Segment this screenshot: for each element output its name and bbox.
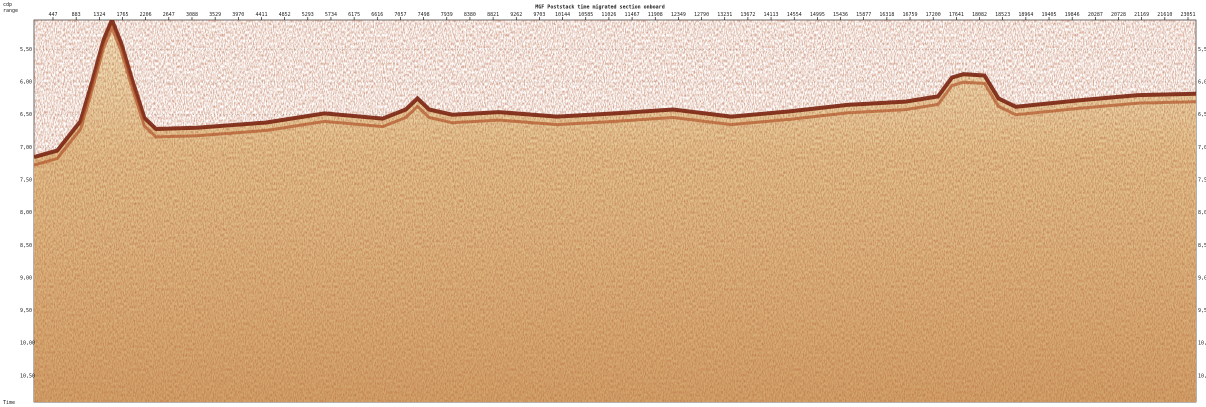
y-tick-label: 9,00: [20, 275, 32, 281]
x-tick-label: 4852: [279, 12, 291, 18]
x-tick-label: 5293: [302, 12, 314, 18]
x-tick-label: 3970: [232, 12, 244, 18]
x-tick-label: 12349: [671, 12, 686, 18]
x-tick-label: 16759: [903, 12, 918, 18]
x-tick-label: 17200: [926, 12, 941, 18]
y-tick-label: 8,00: [1198, 210, 1206, 216]
y-tick-label: 7,50: [1198, 177, 1206, 183]
x-tick-label: 1324: [93, 12, 105, 18]
corner-label-bottom: range: [3, 8, 18, 14]
x-tick-label: 10585: [578, 12, 593, 18]
x-tick-label: 8380: [464, 12, 476, 18]
y-tick-label: 7,00: [1198, 145, 1206, 151]
x-tick-label: 3529: [209, 12, 221, 18]
y-tick-label: 9,00: [1198, 275, 1206, 281]
y-tick-label: 9,50: [1198, 308, 1206, 314]
x-tick-label: 21610: [1157, 12, 1172, 18]
x-tick-label: 11467: [625, 12, 640, 18]
x-tick-label: 11908: [648, 12, 663, 18]
x-tick-label: 23051: [1180, 12, 1195, 18]
seafloor-reflector: [34, 20, 1196, 160]
y-tick-label: 10,00: [20, 341, 35, 347]
x-tick-label: 1765: [116, 12, 128, 18]
y-tick-label: 5,50: [20, 47, 32, 53]
x-tick-label: 6175: [348, 12, 360, 18]
y-tick-label: 7,00: [20, 145, 32, 151]
y-tick-label: 8,00: [20, 210, 32, 216]
y-tick-label: 5,50: [1198, 47, 1206, 53]
x-tick-label: 883: [72, 12, 81, 18]
x-tick-label: 16318: [879, 12, 894, 18]
y-tick-label: 6,00: [20, 80, 32, 86]
x-tick-label: 7057: [394, 12, 406, 18]
x-tick-label: 7939: [441, 12, 453, 18]
y-tick-label: 6,00: [1198, 80, 1206, 86]
x-tick-label: 19405: [1041, 12, 1056, 18]
x-tick-label: 20728: [1111, 12, 1126, 18]
y-tick-label: 10,50: [1198, 373, 1206, 379]
x-tick-label: 18964: [1018, 12, 1033, 18]
x-tick-label: 15877: [856, 12, 871, 18]
y-tick-label: 9,50: [20, 308, 32, 314]
x-tick-label: 20287: [1088, 12, 1103, 18]
seafloor-reflector-secondary: [34, 24, 1196, 167]
x-tick-label: 21169: [1134, 12, 1149, 18]
x-tick-label: 18082: [972, 12, 987, 18]
x-tick-label: 12790: [694, 12, 709, 18]
y-tick-label: 7,50: [20, 177, 32, 183]
section-title: MGF Poststack time migrated section onbo…: [535, 5, 664, 11]
x-tick-label: 6616: [371, 12, 383, 18]
x-axis-ticks: 447 883 1324 1765 2206 2647 3088 3529 3970 4411 48…: [48, 12, 1196, 20]
x-tick-label: 13672: [740, 12, 755, 18]
x-tick-label: 15436: [833, 12, 848, 18]
y-tick-label: 6,50: [1198, 112, 1206, 118]
x-tick-label: 13231: [717, 12, 732, 18]
x-tick-label: 19846: [1065, 12, 1080, 18]
y-tick-label: 10,00: [1198, 341, 1206, 347]
x-tick-label: 447: [48, 12, 57, 18]
x-tick-label: 7498: [418, 12, 430, 18]
y-axis-right: 5,50 6,00 6,50 7,00 7,50 8,00 8,50 9,00 9,50 10,0…: [1198, 47, 1206, 379]
y-tick-label: 10,50: [20, 373, 35, 379]
x-tick-label: 5734: [325, 12, 337, 18]
seismic-reflection-noise: [34, 20, 1196, 402]
x-tick-label: 4411: [255, 12, 267, 18]
y-axis-left: 5,50 6,00 6,50 7,00 7,50 8,00 8,50 9,00 9,50 10,0…: [20, 47, 35, 379]
y-tick-label: 6,50: [20, 112, 32, 118]
y-tick-label: 8,50: [20, 243, 32, 249]
x-tick-label: 9262: [510, 12, 522, 18]
time-axis-label: Time: [3, 400, 15, 406]
x-tick-label: 2206: [140, 12, 152, 18]
x-tick-label: 14554: [787, 12, 802, 18]
x-tick-label: 17641: [949, 12, 964, 18]
x-tick-label: 3088: [186, 12, 198, 18]
x-tick-label: 2647: [163, 12, 175, 18]
y-tick-label: 8,50: [1198, 243, 1206, 249]
x-tick-label: 9703: [533, 12, 545, 18]
x-tick-label: 14113: [764, 12, 779, 18]
x-tick-label: 11026: [601, 12, 616, 18]
x-tick-label: 18523: [995, 12, 1010, 18]
x-tick-label: 8821: [487, 12, 499, 18]
corner-label-top: cdp: [3, 2, 12, 8]
x-tick-label: 14995: [810, 12, 825, 18]
x-tick-label: 10144: [555, 12, 570, 18]
